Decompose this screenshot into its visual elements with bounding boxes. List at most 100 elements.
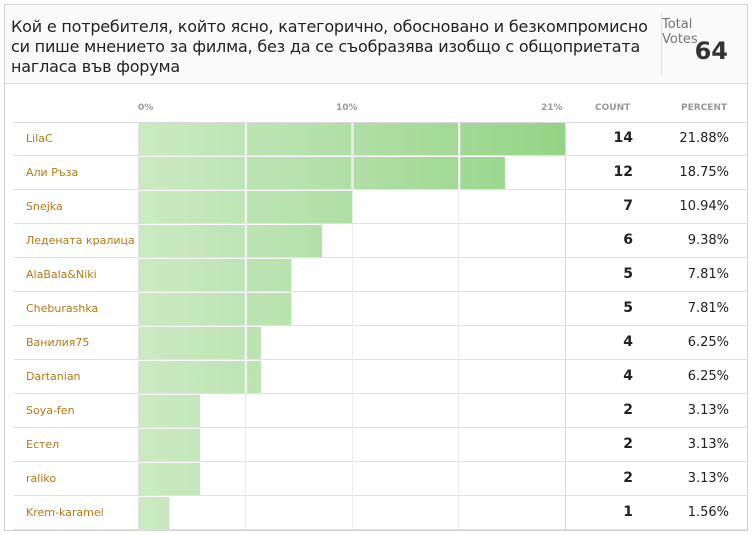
table-row: Snejka 7 10.94% — [13, 190, 747, 224]
row-divider — [13, 529, 747, 530]
vote-percent: 10.94% — [679, 199, 729, 214]
row-divider — [13, 155, 747, 156]
poll-question: Кой е потребителя, който ясно, категорич… — [11, 17, 648, 76]
bar-fill — [139, 225, 323, 257]
poll-header: Кой е потребителя, който ясно, категорич… — [5, 5, 747, 84]
vote-percent: 3.13% — [687, 471, 729, 486]
category-label: Али Ръза — [26, 166, 79, 179]
count-header: COUNT — [595, 103, 631, 113]
vote-count: 2 — [623, 402, 633, 418]
bar — [139, 395, 201, 427]
axis-label-mid: 10% — [336, 103, 358, 113]
row-divider — [13, 291, 747, 292]
bar — [139, 157, 505, 189]
table-row: Естел 2 3.13% — [13, 428, 747, 462]
vote-count: 4 — [623, 334, 633, 350]
bar-fill — [139, 429, 201, 461]
bar — [139, 225, 323, 257]
vote-percent: 21.88% — [679, 131, 729, 146]
category-label: Krem-karamel — [26, 506, 104, 519]
row-divider — [13, 427, 747, 428]
category-label: Естел — [26, 438, 60, 451]
vote-count: 4 — [623, 368, 633, 384]
vote-count: 2 — [623, 470, 633, 486]
vote-percent: 3.13% — [687, 403, 729, 418]
bar-fill — [139, 497, 170, 529]
vote-percent: 7.81% — [687, 267, 729, 282]
bar — [139, 327, 261, 359]
total-votes-label: Total Votes — [662, 17, 698, 47]
table-row: Cheburashka 5 7.81% — [13, 292, 747, 326]
vote-count: 7 — [623, 198, 633, 214]
gridline — [352, 122, 353, 530]
category-label: Cheburashka — [26, 302, 99, 315]
category-label: Ванилия75 — [26, 336, 90, 349]
vote-percent: 6.25% — [687, 335, 729, 350]
axis-label-min: 0% — [138, 103, 154, 113]
vote-count: 5 — [623, 266, 633, 282]
bar — [139, 191, 353, 223]
vote-count: 2 — [623, 436, 633, 452]
vote-count: 1 — [623, 504, 633, 520]
row-divider — [13, 359, 747, 360]
category-label: LilaC — [26, 132, 53, 145]
row-divider — [13, 393, 747, 394]
category-label: Snejka — [26, 200, 63, 213]
table-row: LilaC 14 21.88% — [13, 122, 747, 156]
bar-area-left-edge — [138, 122, 139, 530]
bar-fill — [139, 293, 292, 325]
bar — [139, 497, 170, 529]
bar — [139, 361, 261, 393]
vote-count: 12 — [613, 164, 633, 180]
bar-segment-divider — [458, 157, 461, 189]
table-row: Али Ръза 12 18.75% — [13, 156, 747, 190]
category-label: Ледената кралица — [26, 234, 135, 247]
bar-fill — [139, 395, 201, 427]
table-row: Krem-karamel 1 1.56% — [13, 496, 747, 530]
bar-fill — [139, 361, 261, 393]
category-label: raliko — [26, 472, 57, 485]
table-row: raliko 2 3.13% — [13, 462, 747, 496]
vote-percent: 18.75% — [679, 165, 729, 180]
vote-count: 14 — [613, 130, 633, 146]
vote-percent: 3.13% — [687, 437, 729, 452]
bar-fill — [139, 463, 201, 495]
vote-percent: 6.25% — [687, 369, 729, 384]
row-divider — [13, 223, 747, 224]
bar — [139, 259, 292, 291]
header-divider — [13, 122, 747, 123]
bar-fill — [139, 259, 292, 291]
table-row: Ледената кралица 6 9.38% — [13, 224, 747, 258]
bar — [139, 463, 201, 495]
percent-header: PERCENT — [681, 103, 728, 113]
row-divider — [13, 325, 747, 326]
bar-segment-divider — [458, 123, 461, 155]
bar — [139, 429, 201, 461]
table-row: Dartanian 4 6.25% — [13, 360, 747, 394]
bar-fill — [139, 327, 261, 359]
gridline — [458, 122, 459, 530]
bar — [139, 293, 292, 325]
results-chart: 0% 10% 21% COUNT PERCENT LilaC 14 21.88% Ал… — [13, 91, 753, 531]
category-label: Soya-fen — [26, 404, 75, 417]
table-row: Ванилия75 4 6.25% — [13, 326, 747, 360]
axis-label-max: 21% — [541, 103, 563, 113]
vote-percent: 9.38% — [687, 233, 729, 248]
total-votes-box: Total Votes 64 — [661, 13, 744, 75]
bar-fill — [139, 157, 505, 189]
bar-area-right-edge — [565, 122, 566, 530]
vote-percent: 7.81% — [687, 301, 729, 316]
table-row: AlaBala&Niki 5 7.81% — [13, 258, 747, 292]
row-divider — [13, 495, 747, 496]
total-votes-value: 64 — [694, 37, 728, 65]
table-row: Soya-fen 2 3.13% — [13, 394, 747, 428]
poll-widget: Кой е потребителя, който ясно, категорич… — [4, 4, 748, 531]
row-divider — [13, 189, 747, 190]
category-label: Dartanian — [26, 370, 81, 383]
vote-count: 5 — [623, 300, 633, 316]
vote-count: 6 — [623, 232, 633, 248]
row-divider — [13, 461, 747, 462]
category-label: AlaBala&Niki — [26, 268, 97, 281]
gridline — [245, 122, 246, 530]
row-divider — [13, 257, 747, 258]
